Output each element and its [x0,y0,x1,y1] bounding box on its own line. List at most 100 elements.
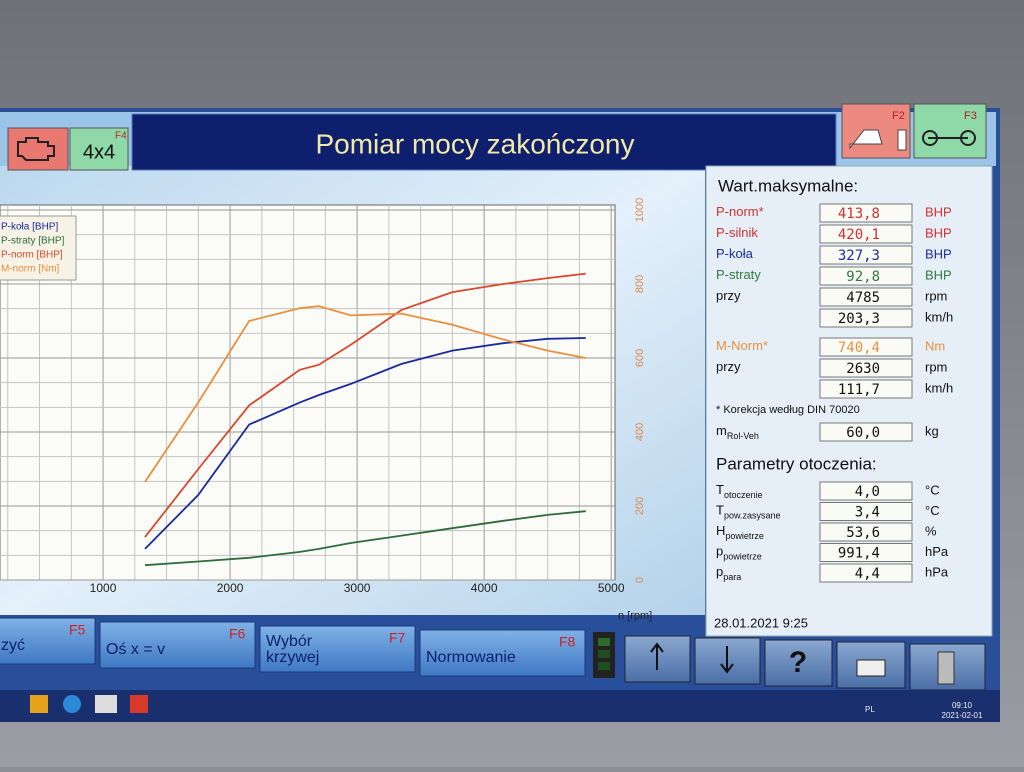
y2-tick-label: 400 [634,423,646,441]
key-code: F2 [892,110,905,122]
label-sub: otoczenie [724,490,763,500]
function-key[interactable] [419,629,586,677]
title: Pomiar mocy zakończony [315,128,634,159]
label-main: P-straty [716,267,761,282]
row-unit: BHP [925,225,952,240]
function-key-code: F5 [69,622,86,638]
row-unit: rpm [925,359,947,374]
row-value: 92,8 [846,269,880,285]
label-main: p [716,564,723,579]
label-main: przy [716,359,741,374]
row-label: mRol-Veh [716,423,759,441]
f3-icon-wheel [922,130,938,146]
row-label: Hpowietrze [716,523,764,541]
value-box [819,379,913,399]
led [598,650,610,658]
value-box [819,563,913,583]
value-box [819,203,913,223]
x-tick-label: 1000 [90,581,117,595]
help-button[interactable] [764,639,833,687]
row-label: M-Norm* [716,338,768,353]
taskbar [0,690,1000,722]
f3-icon-wheel [960,130,976,146]
function-key[interactable] [0,617,96,665]
value-box [819,266,913,286]
row-unit: °C [925,482,940,497]
label-main: P-koła [716,246,754,261]
task-icon[interactable] [95,695,117,713]
printer-icon [856,659,886,677]
row-label: ppara [716,564,741,582]
help-label: ? [789,646,807,679]
row-value: 60,0 [846,425,880,441]
label-main: p [716,544,723,559]
label-sub: powietrze [725,531,764,541]
label-main: M-Norm* [716,338,768,353]
row-unit: BHP [925,204,952,219]
f3-key[interactable] [913,103,987,159]
value-box [819,522,913,542]
value-box [819,245,913,265]
function-key[interactable] [259,625,416,673]
task-icon[interactable] [130,695,148,713]
legend [0,215,77,281]
x-axis-label: n [rpm] [618,610,652,622]
row-label: P-koła [716,246,754,261]
row-label: Tpow.zasysane [716,503,781,521]
row-value: 327,3 [838,248,880,264]
key-code: F3 [964,110,977,122]
label-main: H [716,523,725,538]
function-key-label: Normowanie [426,649,516,666]
row-unit: BHP [925,246,952,261]
row-label: P-norm* [716,204,764,219]
row-label: przy [716,288,741,303]
function-key-label: Wybór [266,633,313,650]
legend-entry: M-norm [Nm] [1,264,60,275]
row-value: 4,0 [855,484,880,500]
label-main: T [716,482,724,497]
tray-lang: PL [865,705,875,714]
task-icon[interactable] [30,695,48,713]
4x4-key[interactable] [69,127,129,171]
up-arrow [650,642,664,670]
title-box [131,113,837,171]
engine-icon [17,137,55,161]
row-unit: hPa [925,564,949,579]
tray-time: 09:10 [952,701,973,710]
value-box [819,308,913,328]
row-label: P-silnik [716,225,758,240]
value-box [819,481,913,501]
function-key-label: Oś x = v [106,641,165,658]
key-code: F4 [115,131,127,142]
row-unit: % [925,523,937,538]
y2-tick-label: 600 [634,349,646,367]
row-unit: BHP [925,267,952,282]
row-unit: Nm [925,338,945,353]
led [598,662,610,670]
note: * Korekcja według DIN 70020 [716,404,860,416]
task-icon[interactable] [63,695,81,713]
function-key-label: krzywej [266,649,319,666]
y2-tick-label: 800 [634,275,646,293]
label-main: T [716,503,724,518]
axes: 1000 2000 3000 4000 5000 0 200 400 600 800 1000 [90,198,646,595]
value-box [819,358,913,378]
label-main: P-norm* [716,204,764,219]
label-sub: para [723,572,741,582]
row-label: Totoczenie [716,482,762,500]
row-value: 740,4 [838,340,880,356]
row-value: 53,6 [846,525,880,541]
curve [144,305,586,483]
function-key[interactable] [99,621,256,669]
legend-entry: P-norm [BHP] [1,250,63,261]
row-unit: °C [925,503,940,518]
label-sub: Rol-Veh [727,431,759,441]
row-value: 413,8 [838,206,880,222]
value-box [819,287,913,307]
panel-title: Wart.maksymalne: [718,176,858,195]
value-box [819,337,913,357]
x-tick-label: 4000 [471,581,498,595]
panel-rows: P-norm* 413,8 BHP P-silnik 420,1 BHP P-koła 327… [716,203,953,583]
y2-tick-label: 0 [634,577,646,583]
